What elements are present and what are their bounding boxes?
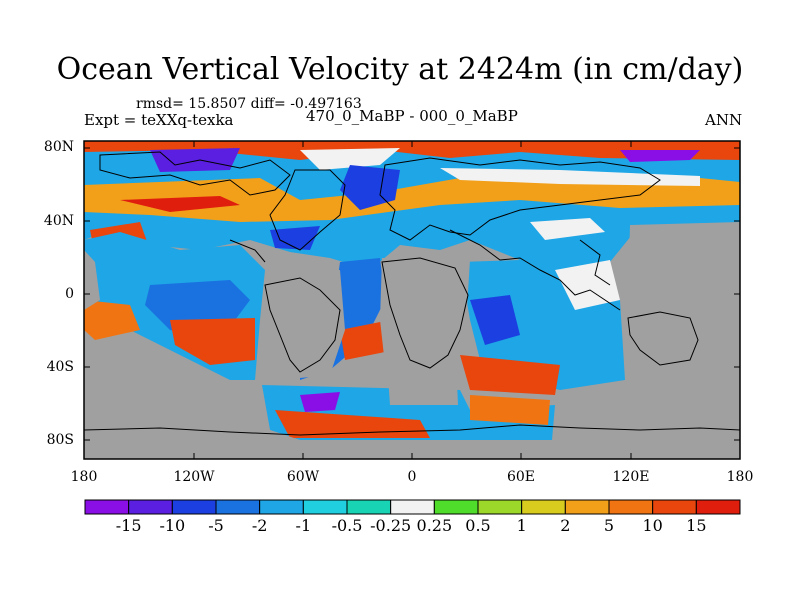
field-cold-patch (470, 295, 520, 345)
field-hot-patch (170, 318, 255, 365)
field-neutral-band (440, 168, 700, 186)
colorbar-label: -10 (159, 516, 186, 535)
field-cold-patch (300, 392, 340, 412)
colorbar-label: 0.25 (416, 516, 453, 535)
colorbar-label: -1 (295, 516, 312, 535)
x-tick-label: 60E (506, 469, 536, 485)
y-tick-label: 80N (43, 139, 74, 155)
land-south-america (262, 270, 345, 380)
colorbar-box (695, 499, 741, 515)
colorbar-box (477, 499, 523, 515)
colorbar (84, 499, 741, 515)
field-cold-patch (150, 148, 240, 172)
field-cold-patch (270, 226, 320, 250)
field-polar-band (84, 141, 740, 160)
chart-title: Ocean Vertical Velocity at 2424m (in cm/… (56, 52, 744, 87)
colorbar-label: -0.5 (331, 516, 363, 535)
y-tick-label: 0 (65, 286, 74, 302)
field-hot-patch (275, 410, 430, 438)
field-cold-patch (340, 165, 400, 210)
field-warm-patch (470, 395, 550, 425)
ocean-velocity-field (84, 141, 740, 440)
x-tick-label: 120W (173, 469, 215, 485)
y-tick-label: 40N (43, 213, 74, 229)
colorbar-label: 1 (516, 516, 527, 535)
continents (84, 222, 740, 459)
land-south (84, 380, 560, 459)
x-tick-label: 60W (286, 469, 320, 485)
field-warm-band (84, 178, 740, 222)
coastlines (84, 151, 740, 436)
colorbar-box (302, 499, 348, 515)
x-tick-label: 180 (726, 469, 754, 485)
colorbar-label: 5 (603, 516, 615, 535)
y-tick-label: 40S (46, 359, 74, 375)
field-warm-patch (84, 300, 140, 340)
colorbar-box (390, 499, 435, 515)
land-south-block (385, 335, 458, 405)
field-hot-patch (120, 196, 240, 212)
field-neutral-patch (555, 260, 620, 310)
colorbar-box (84, 499, 130, 515)
colorbar-label: -15 (115, 516, 142, 535)
field-neutral-patch (530, 218, 605, 240)
y-tick-label: 80S (46, 432, 74, 448)
axis-ticks (84, 141, 740, 459)
experiment-label: Expt = teXXq-texka (84, 111, 234, 129)
colorbar-label: 2 (560, 516, 571, 535)
stats-label: rmsd= 15.8507 diff= -0.497163 (136, 96, 362, 112)
colorbar-label: -5 (208, 516, 224, 535)
colorbar-box (433, 499, 479, 515)
colorbar-box (564, 499, 610, 515)
x-tick-label: 0 (407, 469, 417, 485)
colorbar-label: 15 (686, 516, 707, 535)
colorbar-label: 10 (642, 516, 663, 535)
colorbar-box (128, 499, 173, 515)
colorbar-label: -2 (251, 516, 268, 535)
colorbar-label: 0.5 (465, 516, 491, 535)
land-east (555, 222, 740, 459)
field-hot-patch (460, 355, 560, 395)
colorbar-box (608, 499, 654, 515)
difference-label: 470_0_MaBP - 000_0_MaBP (306, 107, 518, 125)
colorbar-box (259, 499, 304, 515)
x-tick-label: 180 (70, 469, 98, 485)
colorbar-box (346, 499, 392, 515)
x-tick-label: 120E (612, 469, 650, 485)
field-cold-patch (620, 150, 700, 162)
colorbar-box (652, 499, 697, 515)
land-west-edge (84, 250, 100, 310)
colorbar-box (521, 499, 566, 515)
colorbar-box (215, 499, 261, 515)
field-neutral-patch (300, 148, 400, 170)
season-label: ANN (705, 111, 743, 129)
colorbar-box (171, 499, 217, 515)
colorbar-label: -0.25 (370, 516, 412, 535)
